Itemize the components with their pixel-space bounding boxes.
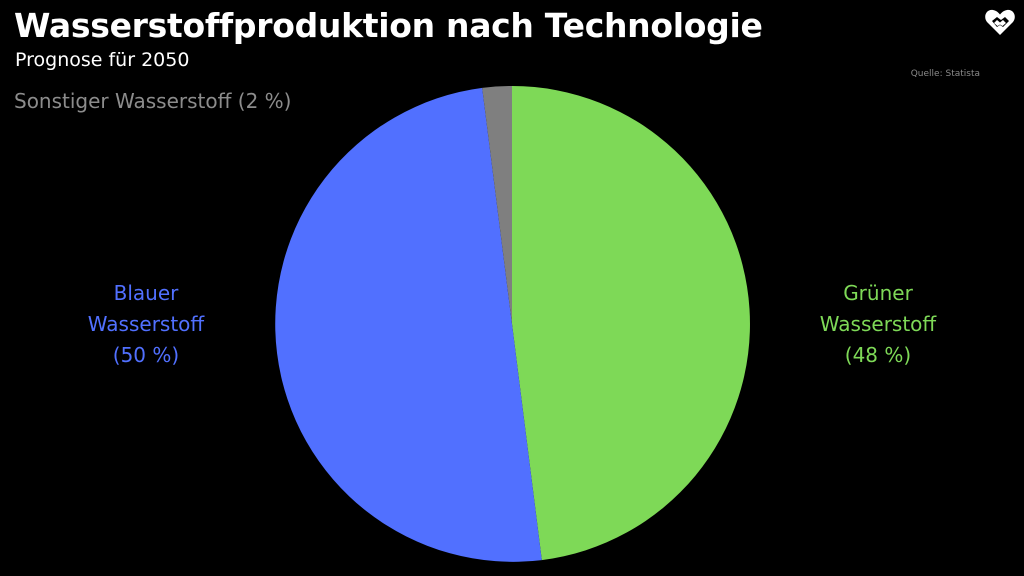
- pie-slice-sonstig: [482, 86, 512, 324]
- slice-label-blau-line-2: Wasserstoff: [87, 312, 205, 336]
- handshake-heart-icon: [985, 9, 1015, 35]
- slice-label-gruen-line-2: Wasserstoff: [819, 312, 937, 336]
- slice-label-blau-line-1: Blauer: [113, 281, 179, 305]
- chart-subtitle: Prognose für 2050: [15, 49, 190, 71]
- source-note: Quelle: Statista: [910, 69, 980, 79]
- pie-slice-blau: [275, 87, 542, 562]
- slice-label-gruen-line-1: Grüner: [843, 281, 913, 305]
- slice-label-sonstig-line-1: Sonstiger Wasserstoff (2 %): [14, 89, 292, 113]
- slice-label-sonstig: Sonstiger Wasserstoff (2 %): [14, 86, 291, 117]
- slice-label-gruen-line-3: (48 %): [844, 343, 912, 367]
- pie-slice-gruen: [512, 86, 750, 561]
- slice-label-blau: Blauer Wasserstoff (50 %): [66, 278, 226, 371]
- chart-title: Wasserstoffproduktion nach Technologie: [14, 6, 763, 45]
- slice-label-blau-line-3: (50 %): [112, 343, 180, 367]
- slice-label-gruen: Grüner Wasserstoff (48 %): [798, 278, 958, 371]
